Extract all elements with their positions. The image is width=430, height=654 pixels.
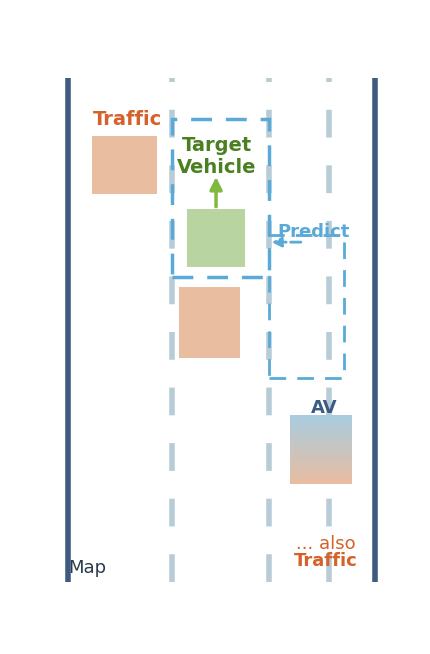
Bar	[290, 460, 352, 462]
Bar	[290, 481, 352, 482]
Text: ... also: ... also	[295, 535, 355, 553]
Bar	[290, 457, 352, 458]
Bar	[290, 430, 352, 431]
Bar	[290, 431, 352, 432]
Bar	[290, 438, 352, 439]
Bar	[290, 455, 352, 456]
Bar	[290, 477, 352, 479]
Bar	[290, 433, 352, 434]
Bar	[290, 470, 352, 471]
Bar	[290, 432, 352, 434]
Bar	[290, 454, 352, 455]
Text: Map: Map	[69, 559, 107, 577]
Bar	[290, 418, 352, 419]
Bar	[290, 449, 352, 450]
Bar	[290, 478, 352, 479]
Bar	[290, 424, 352, 425]
Bar	[290, 424, 352, 426]
Bar	[290, 453, 352, 454]
Bar	[290, 432, 352, 433]
Bar	[290, 451, 352, 453]
Bar	[290, 421, 352, 422]
Bar	[290, 443, 352, 445]
Bar	[290, 461, 352, 462]
Bar	[290, 441, 352, 443]
Bar	[290, 452, 352, 453]
Text: Predict: Predict	[277, 223, 350, 241]
Bar	[290, 428, 352, 430]
Bar	[290, 466, 352, 468]
Text: Traffic: Traffic	[293, 552, 357, 570]
Bar	[290, 469, 352, 470]
Bar	[290, 450, 352, 451]
Bar	[290, 472, 352, 473]
Bar	[290, 439, 352, 441]
Bar	[290, 468, 352, 470]
Bar	[290, 473, 352, 475]
Bar	[290, 479, 352, 481]
Bar	[92, 137, 157, 194]
Bar	[172, 119, 269, 277]
Bar	[290, 464, 352, 465]
Bar	[290, 464, 352, 466]
Bar	[290, 472, 352, 473]
Bar	[290, 463, 352, 464]
Bar	[290, 423, 352, 424]
Bar	[269, 235, 344, 378]
Bar	[290, 447, 352, 448]
Bar	[290, 483, 352, 484]
Bar	[290, 443, 352, 444]
Bar	[290, 426, 352, 427]
Bar	[290, 422, 352, 424]
Bar	[290, 462, 352, 464]
Bar	[290, 434, 352, 436]
Bar	[290, 438, 352, 439]
Bar	[290, 455, 352, 456]
Bar	[290, 458, 352, 460]
Bar	[290, 444, 352, 445]
Text: Target
Vehicle: Target Vehicle	[177, 136, 257, 177]
Bar	[290, 436, 352, 437]
Bar	[290, 427, 352, 428]
Bar	[290, 458, 352, 459]
Bar	[290, 460, 352, 461]
Bar	[290, 466, 352, 467]
Bar	[290, 429, 352, 430]
Bar	[290, 421, 352, 422]
Bar	[290, 435, 352, 436]
Bar	[179, 288, 240, 358]
Bar	[290, 467, 352, 468]
Bar	[290, 415, 352, 417]
Bar	[290, 481, 352, 483]
Bar	[290, 416, 352, 417]
Bar	[290, 426, 352, 428]
Bar	[290, 475, 352, 476]
Bar	[290, 440, 352, 441]
Bar	[290, 437, 352, 438]
Text: AV: AV	[310, 400, 337, 417]
Bar	[290, 449, 352, 451]
Bar	[290, 420, 352, 421]
Bar	[290, 446, 352, 447]
Bar	[290, 477, 352, 478]
Bar	[290, 417, 352, 419]
Bar	[290, 471, 352, 472]
Bar	[290, 441, 352, 442]
Bar	[290, 480, 352, 481]
Bar	[290, 445, 352, 447]
Bar	[290, 456, 352, 458]
Text: Traffic: Traffic	[92, 111, 162, 129]
Bar	[290, 419, 352, 420]
Bar	[187, 209, 246, 267]
Bar	[290, 475, 352, 477]
Bar	[290, 448, 352, 449]
Bar	[290, 474, 352, 475]
